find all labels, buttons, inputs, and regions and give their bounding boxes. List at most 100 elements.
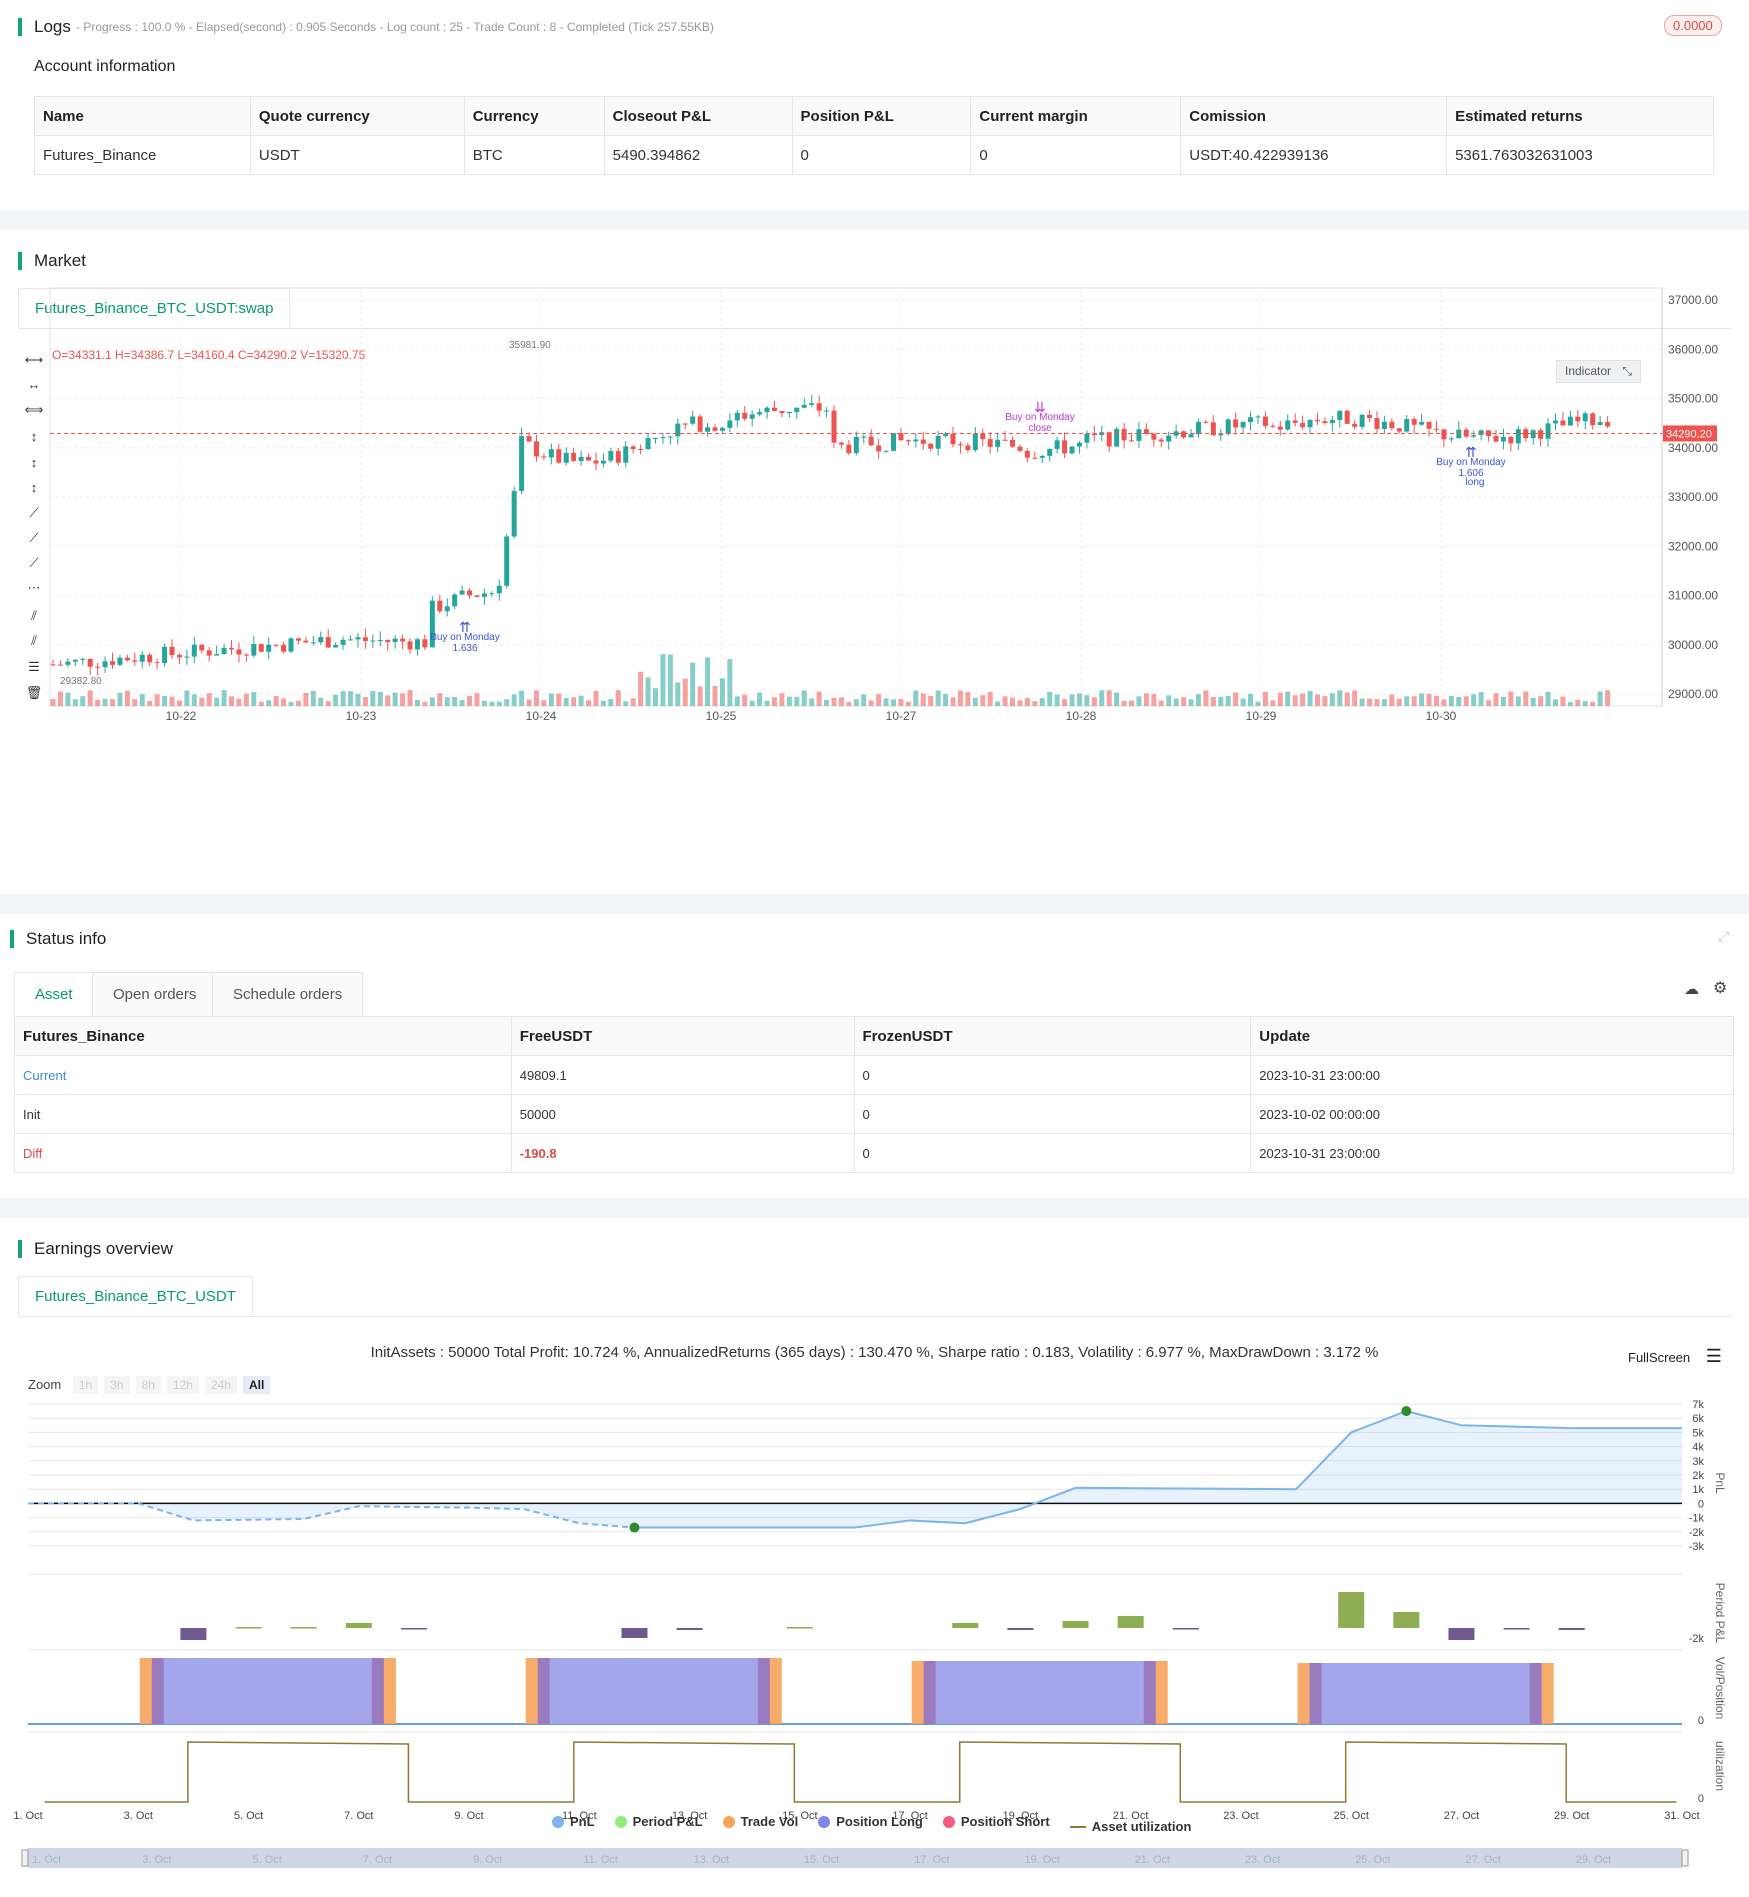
candlestick-chart: 37000.00 36000.00 35000.00 34000.00 33000.00…	[49, 287, 1718, 723]
candle-body	[1419, 421, 1425, 425]
min-marker	[629, 1522, 640, 1533]
tab-asset[interactable]: Asset	[14, 972, 94, 1016]
zoom-1h-button[interactable]: 1h	[72, 1376, 99, 1394]
volume-bar	[1106, 690, 1112, 706]
pitchfork-icon[interactable]: ⫽	[31, 633, 37, 648]
earnings-summary: InitAssets : 50000 Total Profit: 10.724 …	[370, 1344, 1379, 1361]
tab-open-orders[interactable]: Open orders	[92, 972, 218, 1016]
price-label-icon[interactable]: ⋯	[27, 580, 41, 595]
volume-bar	[370, 691, 376, 706]
zoom-all-button[interactable]: All	[243, 1376, 271, 1394]
parallel-channel-icon[interactable]: ⫽	[31, 608, 37, 623]
zoom-8h-button[interactable]: 8h	[135, 1376, 161, 1394]
volume-bar	[950, 697, 956, 706]
candle-body	[1173, 431, 1179, 436]
volume-bar	[1225, 695, 1231, 706]
legend-item[interactable]: Period P&L	[614, 1814, 703, 1829]
logs-title: Logs	[18, 18, 71, 36]
date-tick: 29. Oct	[1554, 1810, 1589, 1822]
volume-bar	[87, 690, 93, 706]
candle-body	[548, 449, 554, 458]
volume-bar	[132, 699, 138, 706]
horizontal-ray-icon[interactable]: ↔	[27, 377, 41, 392]
candle-body	[898, 433, 904, 441]
date-tick: 15. Oct	[782, 1810, 817, 1822]
volume-bar	[1002, 696, 1008, 706]
volume-bar	[623, 701, 629, 706]
earnings-symbol-tab[interactable]: Futures_Binance_BTC_USDT	[18, 1276, 253, 1317]
volume-bar	[600, 700, 606, 706]
extended-line-icon[interactable]: ⟺	[24, 402, 44, 417]
volume-bar	[734, 696, 740, 706]
volume-bar	[608, 699, 614, 706]
navigator-tick: 11. Oct	[583, 1854, 618, 1866]
trade-annotation-sub: 1.636	[452, 643, 477, 654]
pnl-tick: 5k	[1692, 1427, 1704, 1439]
fullscreen-button[interactable]: FullScreen ☰	[1628, 1346, 1722, 1367]
cloud-download-icon[interactable]: ☁	[1684, 981, 1699, 998]
period-bar	[345, 1623, 372, 1628]
update-time: 2023-10-02 00:00:00	[1250, 1094, 1734, 1134]
earnings-chart: 7k 6k 5k 4k 3k 2k 1k 0 -1k -2k -3k -2k 0 0 PnL Period P…	[13, 1399, 1727, 1868]
horizontal-line-icon[interactable]: ⟷	[24, 352, 44, 367]
volume-bar	[556, 693, 562, 706]
legend-item[interactable]: Position Short	[942, 1814, 1050, 1829]
candle-body	[467, 590, 473, 596]
tab-schedule-orders[interactable]: Schedule orders	[212, 972, 364, 1016]
trash-icon[interactable]: 🗑	[25, 685, 43, 700]
indicator-button[interactable]: Indicator ⤡	[1556, 360, 1641, 383]
volume-bar	[1575, 699, 1581, 706]
fib-levels-icon[interactable]: ☰	[28, 659, 40, 674]
candle-body	[303, 640, 309, 643]
candle-body	[1552, 420, 1558, 424]
period-bar	[1503, 1628, 1530, 1630]
position-long-bar	[163, 1658, 372, 1724]
volume-bar	[548, 693, 554, 706]
navigator-tick: 15. Oct	[804, 1854, 839, 1866]
vertical-ray-icon[interactable]: ↕	[30, 480, 38, 495]
volume-bar	[1262, 691, 1268, 706]
market-symbol-tab[interactable]: Futures_Binance_BTC_USDT:swap	[18, 288, 291, 329]
fullscreen-label: FullScreen	[1628, 1350, 1691, 1365]
ray-line-icon[interactable]: ⟋	[29, 530, 39, 545]
candle-body	[831, 410, 837, 443]
zoom-bar: Zoom 1h 3h 8h 12h 24h All	[28, 1376, 276, 1394]
zoom-12h-button[interactable]: 12h	[166, 1376, 199, 1394]
volume-bar	[1538, 696, 1544, 706]
zoom-24h-button[interactable]: 24h	[204, 1376, 237, 1394]
settings-icon[interactable]: ⚙	[1713, 980, 1728, 997]
candle-body	[526, 436, 532, 442]
legend-item[interactable]: PnL	[552, 1814, 595, 1829]
segment-line-icon[interactable]: ⟋	[29, 555, 39, 570]
asset-col-header: FrozenUSDT	[853, 1016, 1252, 1056]
volume-bar	[1203, 690, 1209, 706]
candle-body	[1158, 439, 1164, 442]
pnl-tick: 0	[1698, 1498, 1704, 1510]
legend-item[interactable]: Trade Vol	[722, 1814, 798, 1829]
date-tick: 11. Oct	[562, 1810, 597, 1822]
trend-line-icon[interactable]: ⟋	[29, 505, 39, 520]
account-cell: 0	[791, 135, 972, 175]
candle-body	[876, 445, 882, 452]
candle-body	[1582, 413, 1588, 422]
collapse-icon[interactable]: ⤢	[1718, 928, 1730, 944]
candle-body	[199, 644, 205, 651]
navigator-tick: 13. Oct	[694, 1854, 729, 1866]
zoom-3h-button[interactable]: 3h	[104, 1376, 130, 1394]
volume-bar	[229, 696, 235, 706]
candle-body	[593, 460, 599, 464]
legend-item[interactable]: Position Long	[818, 1814, 923, 1829]
candle-body	[690, 416, 696, 424]
legend-item[interactable]: Asset utilization	[1069, 1819, 1192, 1834]
volume-bar	[1181, 697, 1187, 706]
tab-divider-earnings	[18, 1316, 1732, 1317]
period-bar	[1338, 1592, 1365, 1628]
volume-bar	[1486, 700, 1492, 706]
candle-body	[578, 456, 584, 461]
period-bar	[952, 1623, 979, 1628]
legend-label: Asset utilization	[1091, 1819, 1192, 1834]
volume-bar	[355, 693, 361, 706]
vertical-segment-icon[interactable]: ↕	[30, 455, 38, 470]
vertical-line-icon[interactable]: ↕	[30, 429, 38, 444]
asset-col-header: Update	[1250, 1016, 1734, 1056]
